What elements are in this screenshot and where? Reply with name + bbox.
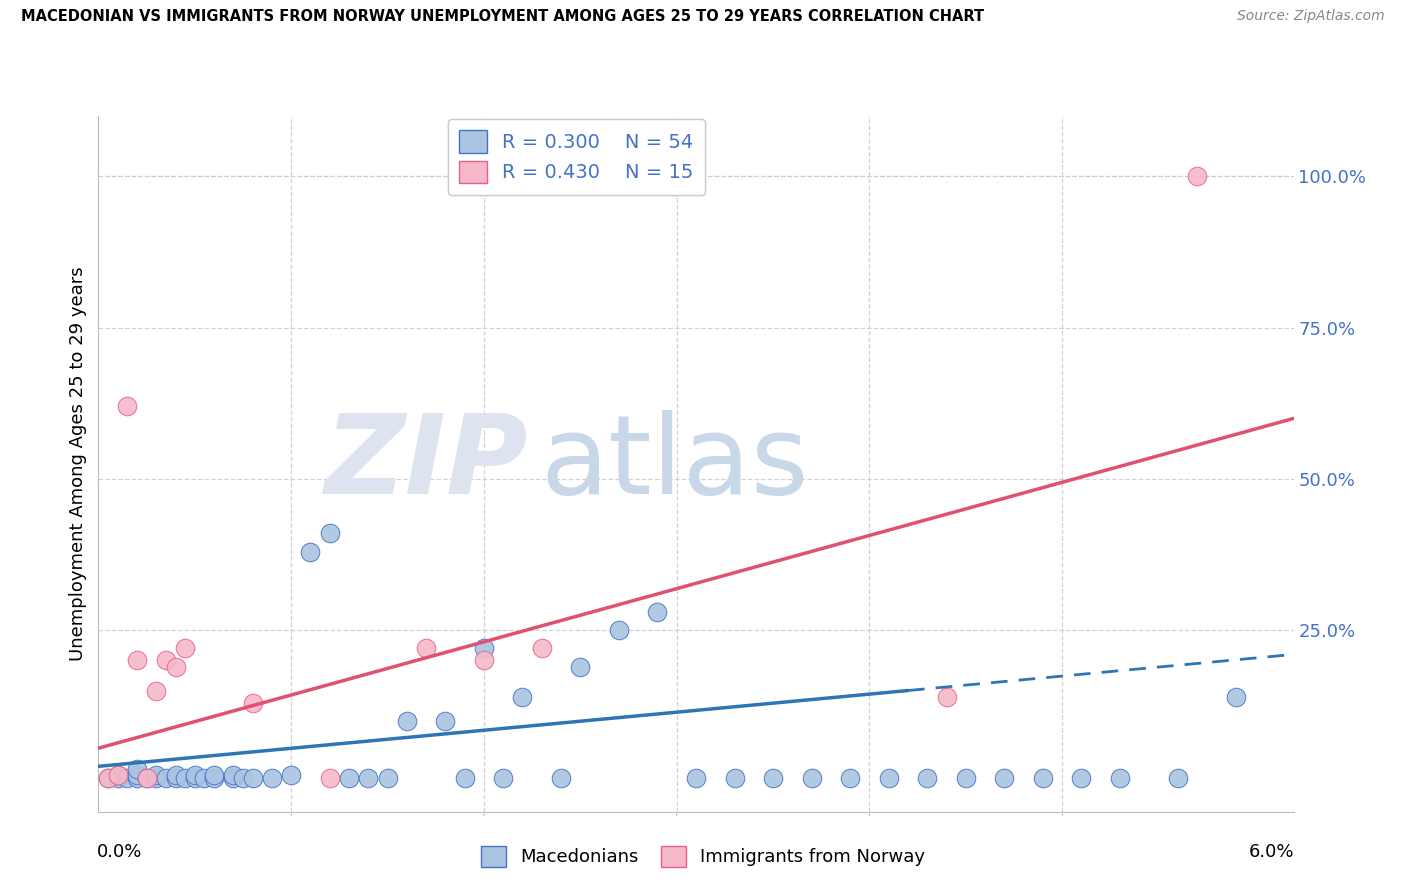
Point bbox=[1185, 169, 1208, 184]
Point bbox=[434, 714, 457, 728]
Point bbox=[935, 690, 957, 704]
Point bbox=[550, 772, 572, 786]
Point bbox=[125, 768, 148, 782]
Point bbox=[117, 772, 139, 786]
Point bbox=[1032, 772, 1054, 786]
Point bbox=[512, 690, 534, 704]
Point bbox=[165, 772, 187, 786]
Point bbox=[125, 772, 148, 786]
Point bbox=[222, 772, 245, 786]
Point bbox=[762, 772, 785, 786]
Point bbox=[145, 772, 167, 786]
Point bbox=[232, 772, 254, 786]
Point bbox=[492, 772, 515, 786]
Point bbox=[917, 772, 939, 786]
Point bbox=[280, 768, 302, 782]
Point bbox=[453, 772, 475, 786]
Point bbox=[319, 526, 342, 541]
Text: atlas: atlas bbox=[540, 410, 808, 517]
Point bbox=[685, 772, 707, 786]
Legend: R = 0.300    N = 54, R = 0.430    N = 15: R = 0.300 N = 54, R = 0.430 N = 15 bbox=[447, 119, 706, 194]
Point bbox=[107, 768, 129, 782]
Point bbox=[174, 772, 197, 786]
Point bbox=[337, 772, 360, 786]
Point bbox=[1225, 690, 1247, 704]
Point bbox=[125, 763, 148, 777]
Text: MACEDONIAN VS IMMIGRANTS FROM NORWAY UNEMPLOYMENT AMONG AGES 25 TO 29 YEARS CORR: MACEDONIAN VS IMMIGRANTS FROM NORWAY UNE… bbox=[21, 9, 984, 24]
Text: 6.0%: 6.0% bbox=[1249, 843, 1295, 861]
Point bbox=[723, 772, 745, 786]
Point bbox=[145, 683, 167, 698]
Point bbox=[1167, 772, 1189, 786]
Point bbox=[107, 768, 129, 782]
Point bbox=[117, 400, 139, 414]
Point bbox=[107, 772, 129, 786]
Point bbox=[1070, 772, 1092, 786]
Point bbox=[472, 653, 495, 667]
Point bbox=[260, 772, 283, 786]
Text: ZIP: ZIP bbox=[325, 410, 529, 517]
Point bbox=[174, 641, 197, 656]
Point bbox=[299, 544, 322, 558]
Point bbox=[222, 768, 245, 782]
Legend: Macedonians, Immigrants from Norway: Macedonians, Immigrants from Norway bbox=[474, 838, 932, 874]
Point bbox=[530, 641, 553, 656]
Point bbox=[647, 605, 669, 619]
Point bbox=[125, 653, 148, 667]
Point bbox=[202, 768, 225, 782]
Point bbox=[395, 714, 418, 728]
Point bbox=[839, 772, 862, 786]
Point bbox=[184, 768, 207, 782]
Point bbox=[135, 772, 157, 786]
Point bbox=[193, 772, 215, 786]
Point bbox=[377, 772, 399, 786]
Point bbox=[97, 772, 120, 786]
Point bbox=[800, 772, 823, 786]
Point bbox=[165, 768, 187, 782]
Point bbox=[165, 659, 187, 673]
Point bbox=[145, 768, 167, 782]
Text: Source: ZipAtlas.com: Source: ZipAtlas.com bbox=[1237, 9, 1385, 23]
Point bbox=[472, 641, 495, 656]
Text: 0.0%: 0.0% bbox=[97, 843, 142, 861]
Point bbox=[242, 772, 264, 786]
Point bbox=[97, 772, 120, 786]
Point bbox=[877, 772, 900, 786]
Point bbox=[135, 772, 157, 786]
Point bbox=[319, 772, 342, 786]
Point bbox=[202, 772, 225, 786]
Point bbox=[1109, 772, 1132, 786]
Point bbox=[607, 624, 630, 638]
Point bbox=[955, 772, 977, 786]
Point bbox=[357, 772, 380, 786]
Point bbox=[415, 641, 437, 656]
Point bbox=[993, 772, 1015, 786]
Point bbox=[184, 772, 207, 786]
Point bbox=[155, 772, 177, 786]
Point bbox=[242, 696, 264, 710]
Point bbox=[155, 653, 177, 667]
Y-axis label: Unemployment Among Ages 25 to 29 years: Unemployment Among Ages 25 to 29 years bbox=[69, 267, 87, 661]
Point bbox=[569, 659, 592, 673]
